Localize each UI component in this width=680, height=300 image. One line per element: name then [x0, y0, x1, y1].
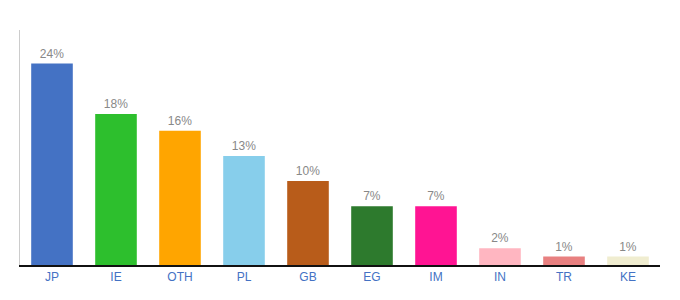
svg-text:7%: 7% — [363, 189, 381, 203]
svg-text:PL: PL — [237, 270, 252, 284]
svg-text:GB: GB — [299, 270, 316, 284]
svg-text:EG: EG — [363, 270, 380, 284]
svg-text:16%: 16% — [168, 114, 192, 128]
svg-text:2%: 2% — [491, 231, 509, 245]
svg-text:IN: IN — [494, 270, 506, 284]
svg-text:10%: 10% — [296, 164, 320, 178]
svg-text:OTH: OTH — [167, 270, 192, 284]
svg-text:13%: 13% — [232, 139, 256, 153]
svg-text:1%: 1% — [555, 240, 573, 254]
svg-text:7%: 7% — [427, 189, 445, 203]
svg-text:TR: TR — [556, 270, 572, 284]
svg-text:JP: JP — [45, 270, 59, 284]
svg-text:IE: IE — [110, 270, 121, 284]
svg-text:1%: 1% — [619, 240, 637, 254]
svg-text:KE: KE — [620, 270, 636, 284]
svg-text:24%: 24% — [40, 47, 64, 61]
svg-text:IM: IM — [429, 270, 442, 284]
svg-text:18%: 18% — [104, 97, 128, 111]
